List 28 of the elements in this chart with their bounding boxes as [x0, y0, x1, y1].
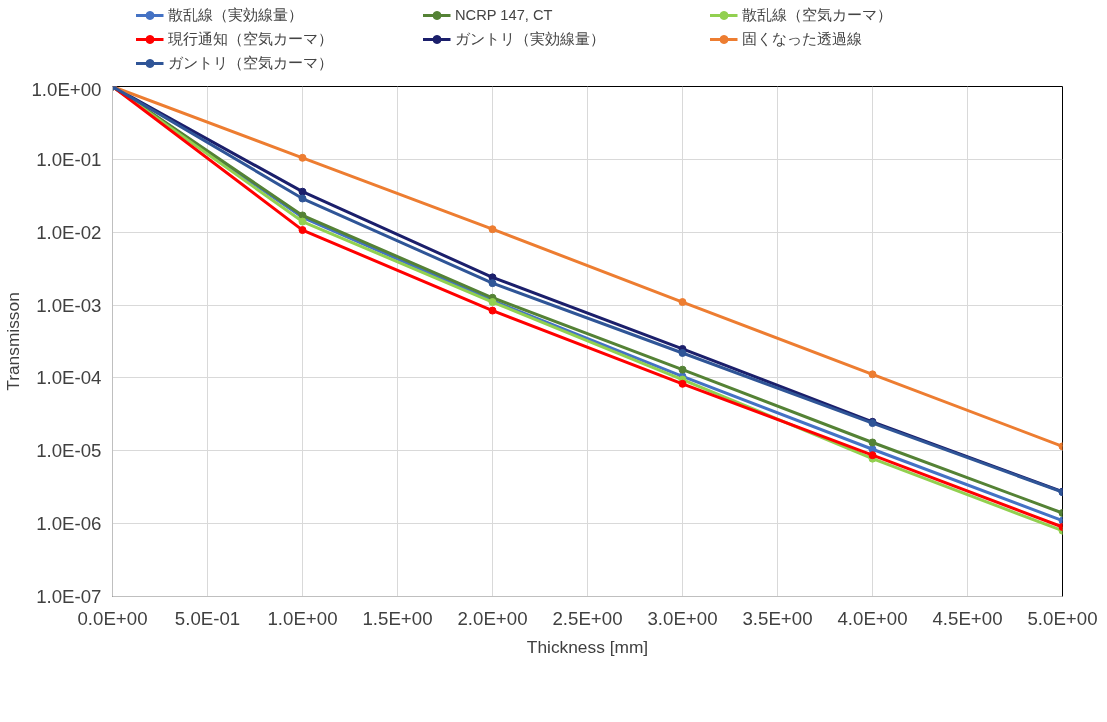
x-tick-label: 2.5E+00 [552, 607, 623, 629]
x-tick-label: 5.0E-01 [174, 607, 241, 629]
x-tick-label: 2.0E+00 [457, 607, 528, 629]
x-tick-label: 1.0E+00 [267, 607, 338, 629]
x-axis-title: Thickness [mm] [526, 636, 649, 657]
y-tick-label: 1.0E+00 [31, 78, 102, 100]
y-tick-label: 1.0E-03 [36, 294, 102, 316]
legend-label: 固くなった透過線 [742, 29, 863, 49]
legend-label: 散乱線（実効線量） [168, 5, 304, 25]
x-tick-label: 0.0E+00 [77, 607, 148, 629]
legend-label: ガントリ（実効線量） [455, 29, 606, 49]
y-tick-label: 1.0E-02 [36, 221, 102, 243]
y-tick-label: 1.0E-06 [36, 513, 102, 535]
x-tick-label: 3.5E+00 [742, 607, 813, 629]
y-tick-label: 1.0E-04 [36, 367, 102, 389]
y-axis-title: Transmisson [3, 292, 24, 391]
x-tick-label: 4.0E+00 [837, 607, 908, 629]
x-tick-label: 3.0E+00 [647, 607, 718, 629]
x-tick-label: 4.5E+00 [932, 607, 1003, 629]
y-tick-label: 1.0E-07 [36, 586, 102, 607]
y-tick-label: 1.0E-05 [36, 440, 102, 462]
y-tick-label: 1.0E-01 [36, 148, 102, 170]
legend-label: NCRP 147, CT [455, 7, 554, 23]
legend-label: 散乱線（空気カーマ） [742, 5, 893, 25]
x-tick-label: 5.0E+00 [1027, 607, 1098, 629]
legend-label: ガントリ（空気カーマ） [168, 53, 334, 73]
x-tick-label: 1.5E+00 [362, 607, 433, 629]
legend-label: 現行通知（空気カーマ） [168, 29, 334, 49]
